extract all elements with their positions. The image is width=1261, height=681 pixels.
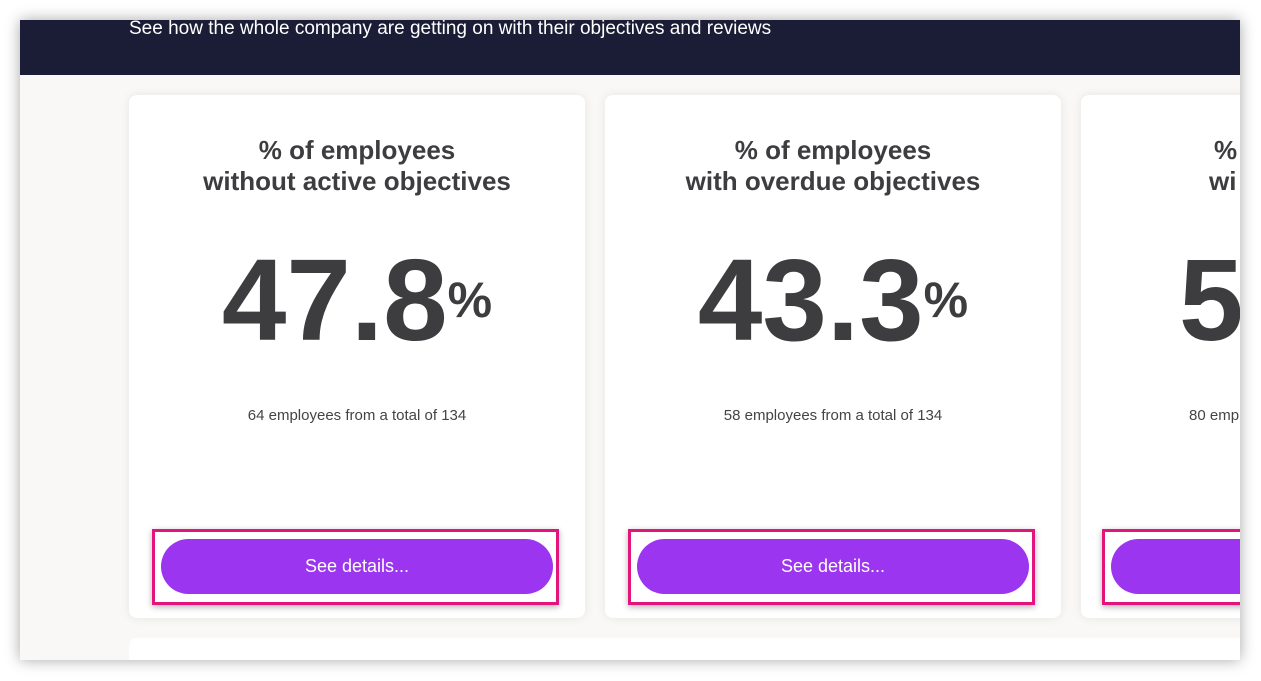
details-button[interactable]: See details... [161, 539, 553, 594]
header: See how the whole company are getting on… [20, 20, 1240, 75]
card-title: % [1214, 135, 1238, 165]
highlight-box [1102, 529, 1240, 605]
subtitle: See how the whole company are getting on… [129, 20, 772, 39]
stat-note: 58 employees from a total of 134 [723, 407, 943, 424]
details-button[interactable]: See details... [637, 539, 1029, 594]
highlight-box [152, 529, 559, 605]
card-title: with overdue objectives [685, 166, 981, 196]
stat-unit: % [923, 272, 969, 328]
stat-unit: % [447, 272, 493, 328]
stat-card: % of employees without active objectives 4… [129, 95, 585, 618]
highlight-box [628, 529, 1035, 605]
stat-note: 80 emp [1189, 407, 1240, 424]
stat-card: % of employees with overdue objectives 43.… [605, 95, 1061, 618]
card [129, 638, 1240, 660]
card-title: without active objectives [203, 166, 511, 196]
card-title: % of employees [734, 135, 932, 165]
card-title: % of employees [258, 135, 456, 165]
stat-value-wrap: 43.3% [605, 235, 1061, 365]
app-window: See how the whole company are getting on… [20, 20, 1240, 660]
stat-value: 47.8 [221, 235, 448, 365]
stat-value: 5 [1179, 235, 1240, 365]
stat-note: 64 employees from a total of 134 [247, 407, 467, 424]
details-button[interactable] [1111, 539, 1240, 594]
stat-value: 43.3 [697, 235, 924, 365]
card-title: wi [1209, 166, 1237, 196]
stat-card: % wi 5 80 emp [1081, 95, 1240, 618]
stat-value-wrap: 47.8% [129, 235, 585, 365]
